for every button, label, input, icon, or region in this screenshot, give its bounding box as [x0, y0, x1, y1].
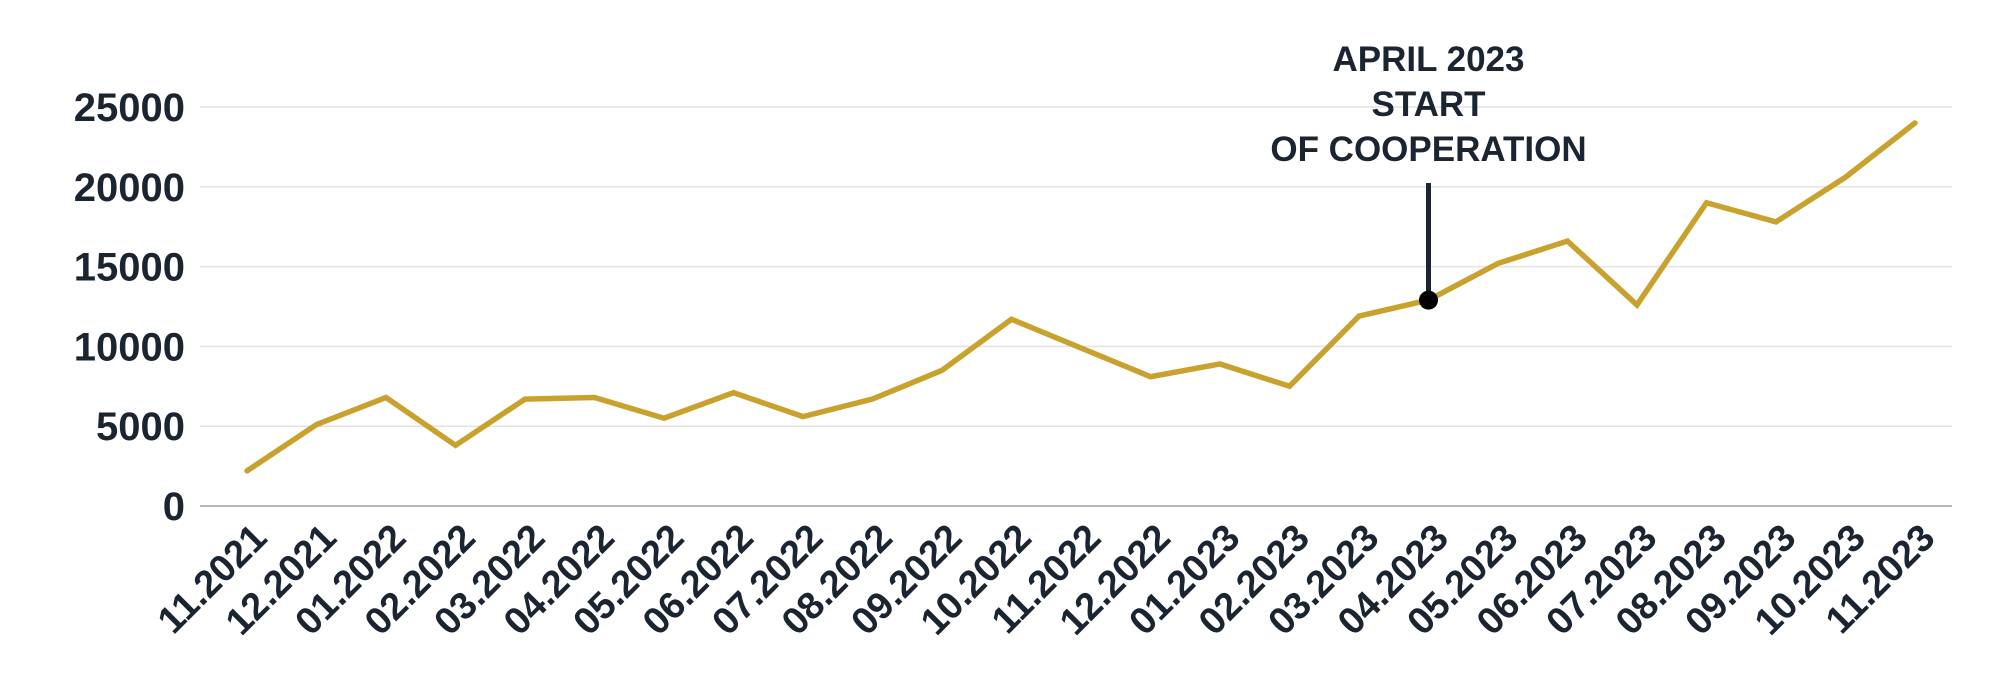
annotation-layer: APRIL 2023 START OF COOPERATION — [1270, 40, 1587, 310]
y-tick-label: 5000 — [96, 405, 185, 449]
grid-layer — [200, 106, 1952, 507]
annotation-label: APRIL 2023 — [1333, 40, 1525, 79]
y-tick-label: 15000 — [74, 246, 185, 290]
annotation-label: OF COOPERATION — [1270, 130, 1586, 169]
y-axis-ticks: 0 5000 10000 15000 20000 25000 — [74, 86, 185, 529]
x-axis-ticks: 11.202112.202101.202202.202203.202204.20… — [150, 517, 1943, 644]
y-tick-label: 10000 — [74, 325, 185, 369]
y-tick-label: 20000 — [74, 166, 185, 210]
y-tick-label: 0 — [163, 485, 185, 529]
annotation-marker — [1419, 290, 1438, 310]
y-tick-label: 25000 — [74, 86, 185, 130]
series-layer — [244, 120, 1918, 474]
series-line — [244, 120, 1918, 474]
annotation-label: START — [1371, 85, 1485, 124]
